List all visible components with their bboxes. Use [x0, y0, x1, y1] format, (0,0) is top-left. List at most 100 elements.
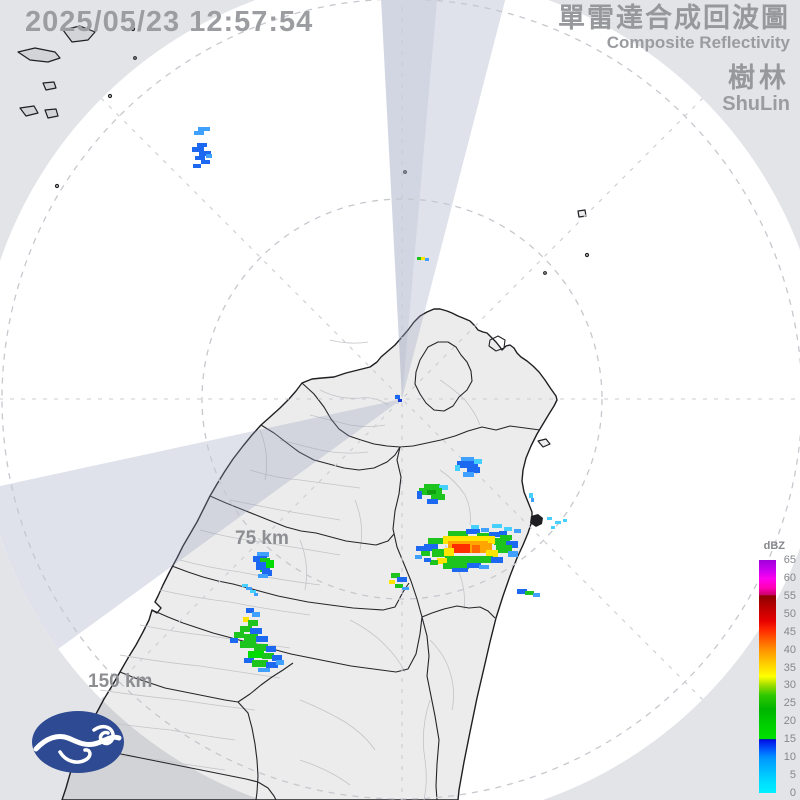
radar-echo — [199, 151, 211, 156]
radar-echo — [424, 558, 431, 562]
radar-echo — [417, 257, 421, 260]
radar-echo — [471, 525, 479, 529]
radar-echo — [417, 491, 422, 499]
radar-echo — [431, 494, 445, 500]
dbz-unit-label: dBZ — [763, 540, 785, 552]
radar-echo — [198, 127, 210, 131]
radar-echo — [415, 555, 422, 559]
radar-echo — [193, 164, 201, 168]
radar-echo — [499, 531, 507, 535]
radar-echo — [478, 543, 492, 553]
dbz-tick-10: 10 — [783, 751, 796, 764]
radar-echo — [256, 636, 268, 642]
radar-echo — [276, 660, 284, 665]
echo-layer — [192, 127, 567, 672]
radar-echo — [230, 638, 238, 643]
radar-echo — [486, 550, 498, 557]
radar-echo — [455, 465, 460, 471]
radar-echo — [445, 556, 479, 563]
radar-echo — [461, 457, 474, 462]
dbz-color-scale: dBZ 65 60 55 50 45 40 35 30 25 20 15 10 5 0 — [752, 540, 797, 800]
radar-echo — [452, 568, 468, 572]
dbz-tick-0: 0 — [789, 787, 796, 799]
radar-echo — [500, 535, 512, 540]
radar-echo — [192, 147, 204, 152]
title-block: 單雷達合成回波圖 Composite Reflectivity 樹林 ShuLi… — [558, 4, 790, 115]
radar-echo — [266, 560, 274, 568]
radar-echo — [248, 651, 264, 658]
station-name-zh: 樹林 — [728, 63, 790, 94]
radar-echo — [463, 472, 474, 477]
dbz-tick-30: 30 — [783, 679, 796, 692]
radar-echo — [427, 490, 436, 495]
radar-echo — [398, 399, 402, 402]
radar-echo — [444, 548, 454, 556]
cwb-logo-wave-icon — [33, 725, 122, 764]
radar-echo — [395, 395, 400, 399]
radar-echo — [424, 544, 438, 551]
product-title-en: Composite Reflectivity — [606, 33, 790, 53]
radar-echo — [258, 574, 268, 578]
radar-echo — [246, 587, 252, 590]
radar-echo — [425, 258, 429, 261]
radar-echo — [257, 552, 269, 557]
radar-echo — [272, 655, 282, 661]
radar-echo — [254, 644, 268, 651]
radar-echo — [428, 538, 444, 544]
dbz-tick-55: 55 — [783, 589, 796, 602]
dbz-tick-35: 35 — [783, 661, 796, 674]
radar-echo — [240, 626, 252, 632]
radar-echo — [443, 536, 495, 544]
radar-echo — [256, 562, 270, 570]
radar-echo — [195, 156, 205, 160]
radar-echo — [514, 529, 521, 533]
radar-echo — [244, 658, 254, 663]
radar-echo — [467, 563, 481, 568]
dbz-tick-25: 25 — [783, 697, 796, 710]
radar-echo — [563, 519, 567, 522]
radar-echo — [244, 634, 258, 641]
radar-echo — [194, 131, 204, 135]
radar-echo — [402, 587, 409, 590]
product-title-zh: 單雷達合成回波圖 — [558, 3, 790, 33]
radar-echo — [266, 646, 276, 652]
radar-echo — [246, 608, 254, 613]
harbor-area — [530, 514, 543, 527]
radar-echo — [262, 653, 274, 659]
radar-echo — [430, 560, 438, 565]
radar-echo — [242, 584, 248, 587]
radar-echo — [206, 154, 212, 158]
radar-echo — [452, 544, 470, 553]
timestamp: 2025/05/23 12:57:54 — [25, 6, 314, 38]
radar-echo — [489, 532, 501, 537]
radar-echo — [250, 590, 256, 593]
dbz-tick-15: 15 — [783, 733, 796, 746]
radar-echo — [477, 533, 491, 538]
radar-echo — [416, 546, 424, 551]
radar-echo — [551, 526, 555, 529]
radar-echo — [472, 545, 480, 553]
radar-echo — [397, 577, 407, 582]
cwb-logo — [32, 711, 124, 773]
radar-echo — [443, 563, 469, 569]
radar-echo — [547, 517, 552, 520]
radar-echo — [254, 593, 258, 596]
radar-echo — [506, 541, 518, 548]
radar-echo — [467, 467, 480, 473]
dbz-tick-50: 50 — [783, 607, 796, 620]
radar-echo — [492, 524, 502, 528]
radar-echo — [504, 527, 512, 531]
radar-echo — [421, 257, 425, 260]
radar-echo — [248, 620, 258, 626]
dbz-tick-20: 20 — [783, 715, 796, 728]
radar-echo — [197, 143, 207, 147]
county-boundaries — [81, 335, 541, 800]
radar-echo — [477, 556, 493, 563]
range-label-75km: 75 km — [235, 528, 289, 549]
radar-echo — [258, 668, 270, 672]
dbz-tick-45: 45 — [783, 625, 796, 638]
dbz-tick-5: 5 — [789, 769, 796, 782]
radar-echo — [421, 551, 430, 556]
radar-echo — [448, 531, 468, 536]
